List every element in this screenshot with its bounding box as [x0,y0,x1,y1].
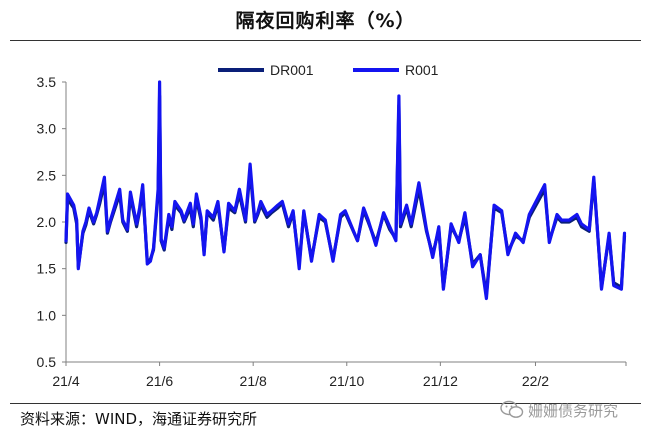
chart-axes: 0.5 1.0 1.5 2.0 2.5 3.0 3.5 21/4 21/6 21/8 21/10 21… [37,74,627,389]
watermark: 姗姗债务研究 [500,398,640,422]
x-tick-label: 21/6 [146,373,173,389]
y-tick-label: 2.0 [37,214,57,230]
y-tick-label: 2.5 [37,167,57,183]
x-tick-label: 21/4 [52,373,79,389]
y-tick-label: 1.0 [37,307,57,323]
source-note: 资料来源：WIND，海通证券研究所 [20,410,258,428]
x-tick-label: 22/2 [522,373,549,389]
series-line-r001 [64,80,627,301]
x-tick-label: 21/8 [240,373,267,389]
legend-label-r001: R001 [405,62,439,78]
series-layer [64,80,627,301]
bottom-rule [10,403,641,404]
legend-label-dr001: DR001 [270,62,314,78]
x-tick-label: 21/12 [423,373,458,389]
y-tick-label: 3.5 [37,74,57,90]
chart-title: 隔夜回购利率（%） [235,10,416,32]
overnight-repo-rate-chart: 0.5 1.0 1.5 2.0 2.5 3.0 3.5 21/4 21/6 21/8 21/10 21… [37,62,627,389]
y-tick-label: 0.5 [37,354,57,370]
top-rule [10,40,641,41]
watermark-text: 姗姗债务研究 [528,401,619,420]
wechat-icon [500,400,524,418]
y-tick-label: 3.0 [37,121,57,137]
legend: DR001 R001 [218,62,439,78]
x-tick-label: 21/10 [329,373,364,389]
y-tick-label: 1.5 [37,261,57,277]
